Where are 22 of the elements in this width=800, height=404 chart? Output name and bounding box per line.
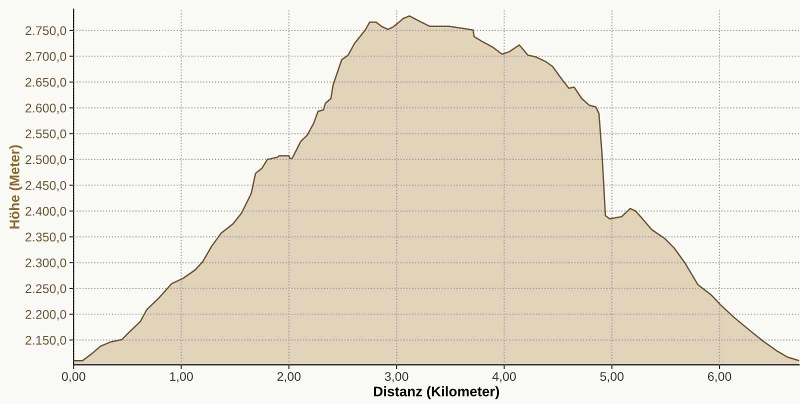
y-tick-label: 2.300,0 xyxy=(26,258,66,269)
y-tick-label: 2.350,0 xyxy=(26,232,66,243)
y-axis-title: Höhe (Meter) xyxy=(9,145,22,229)
y-tick-label: 2.700,0 xyxy=(26,52,66,62)
x-tick-label: 2,00 xyxy=(277,372,301,382)
y-tick-label: 2.150,0 xyxy=(26,336,66,346)
y-tick-label: 2.750,0 xyxy=(26,26,66,37)
x-axis-title: Distanz (Kilometer) xyxy=(374,386,499,400)
y-tick-label: 2.650,0 xyxy=(26,78,66,88)
x-tick-label: 6,00 xyxy=(708,372,732,382)
y-tick-label: 2.450,0 xyxy=(26,181,66,192)
x-tick-label: 3,00 xyxy=(384,372,408,382)
y-tick-label: 2.250,0 xyxy=(26,284,66,295)
x-tick-label: 1,00 xyxy=(170,372,193,382)
y-tick-label: 2.550,0 xyxy=(26,129,66,140)
y-tick-label: 2.200,0 xyxy=(26,310,66,320)
x-tick-label: 5,00 xyxy=(600,372,624,382)
y-tick-label: 2.400,0 xyxy=(26,206,66,218)
y-tick-label: 2.500,0 xyxy=(26,155,66,166)
y-tick-label: 2.600,0 xyxy=(26,104,66,114)
x-tick-label: 0,00 xyxy=(62,372,86,382)
x-tick-label: 4,00 xyxy=(492,372,516,382)
